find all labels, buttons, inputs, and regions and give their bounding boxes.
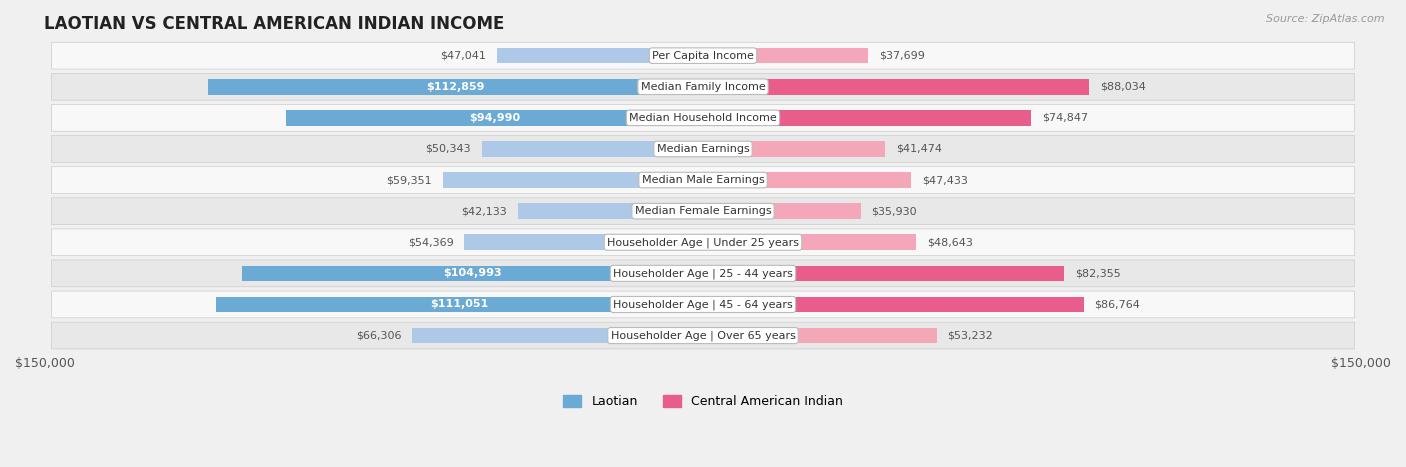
Bar <box>215 297 703 312</box>
Text: Median Earnings: Median Earnings <box>657 144 749 154</box>
FancyBboxPatch shape <box>52 42 1354 69</box>
Text: Median Male Earnings: Median Male Earnings <box>641 175 765 185</box>
Text: Median Household Income: Median Household Income <box>628 113 778 123</box>
Text: $35,930: $35,930 <box>872 206 917 216</box>
Text: Median Female Earnings: Median Female Earnings <box>634 206 772 216</box>
Text: $74,847: $74,847 <box>1042 113 1088 123</box>
Bar <box>703 48 869 64</box>
Text: $37,699: $37,699 <box>879 50 925 61</box>
Bar <box>703 141 884 157</box>
Text: Householder Age | 25 - 44 years: Householder Age | 25 - 44 years <box>613 268 793 279</box>
Bar <box>443 172 703 188</box>
Bar <box>703 110 1032 126</box>
FancyBboxPatch shape <box>52 73 1354 100</box>
FancyBboxPatch shape <box>52 322 1354 349</box>
FancyBboxPatch shape <box>52 167 1354 193</box>
Bar <box>287 110 703 126</box>
Text: $54,369: $54,369 <box>408 237 454 247</box>
Text: $66,306: $66,306 <box>356 331 401 340</box>
Bar <box>703 266 1064 281</box>
Text: Per Capita Income: Per Capita Income <box>652 50 754 61</box>
Text: Median Family Income: Median Family Income <box>641 82 765 92</box>
FancyBboxPatch shape <box>52 260 1354 287</box>
Bar <box>703 79 1090 94</box>
Text: $111,051: $111,051 <box>430 299 488 310</box>
FancyBboxPatch shape <box>52 291 1354 318</box>
Bar <box>703 328 936 343</box>
Bar <box>208 79 703 94</box>
Text: Householder Age | Under 25 years: Householder Age | Under 25 years <box>607 237 799 248</box>
Bar <box>519 204 703 219</box>
Text: $47,041: $47,041 <box>440 50 485 61</box>
Bar <box>703 234 917 250</box>
Bar <box>703 172 911 188</box>
FancyBboxPatch shape <box>52 105 1354 131</box>
Bar <box>496 48 703 64</box>
Bar <box>464 234 703 250</box>
Text: $41,474: $41,474 <box>896 144 942 154</box>
Text: $112,859: $112,859 <box>426 82 485 92</box>
Text: $94,990: $94,990 <box>470 113 520 123</box>
Text: $53,232: $53,232 <box>948 331 993 340</box>
Text: Householder Age | Over 65 years: Householder Age | Over 65 years <box>610 330 796 341</box>
Text: $59,351: $59,351 <box>387 175 432 185</box>
Text: LAOTIAN VS CENTRAL AMERICAN INDIAN INCOME: LAOTIAN VS CENTRAL AMERICAN INDIAN INCOM… <box>44 15 503 33</box>
FancyBboxPatch shape <box>52 198 1354 225</box>
Bar <box>412 328 703 343</box>
Text: $88,034: $88,034 <box>1099 82 1146 92</box>
Text: $47,433: $47,433 <box>922 175 967 185</box>
Text: $42,133: $42,133 <box>461 206 508 216</box>
Legend: Laotian, Central American Indian: Laotian, Central American Indian <box>558 390 848 413</box>
Text: $50,343: $50,343 <box>426 144 471 154</box>
Text: Householder Age | 45 - 64 years: Householder Age | 45 - 64 years <box>613 299 793 310</box>
Text: $82,355: $82,355 <box>1076 269 1121 278</box>
Bar <box>703 297 1084 312</box>
Bar <box>242 266 703 281</box>
FancyBboxPatch shape <box>52 229 1354 255</box>
Text: $86,764: $86,764 <box>1095 299 1140 310</box>
Text: $48,643: $48,643 <box>928 237 973 247</box>
Bar <box>703 204 860 219</box>
FancyBboxPatch shape <box>52 135 1354 163</box>
Bar <box>482 141 703 157</box>
Text: $104,993: $104,993 <box>443 269 502 278</box>
Text: Source: ZipAtlas.com: Source: ZipAtlas.com <box>1267 14 1385 24</box>
